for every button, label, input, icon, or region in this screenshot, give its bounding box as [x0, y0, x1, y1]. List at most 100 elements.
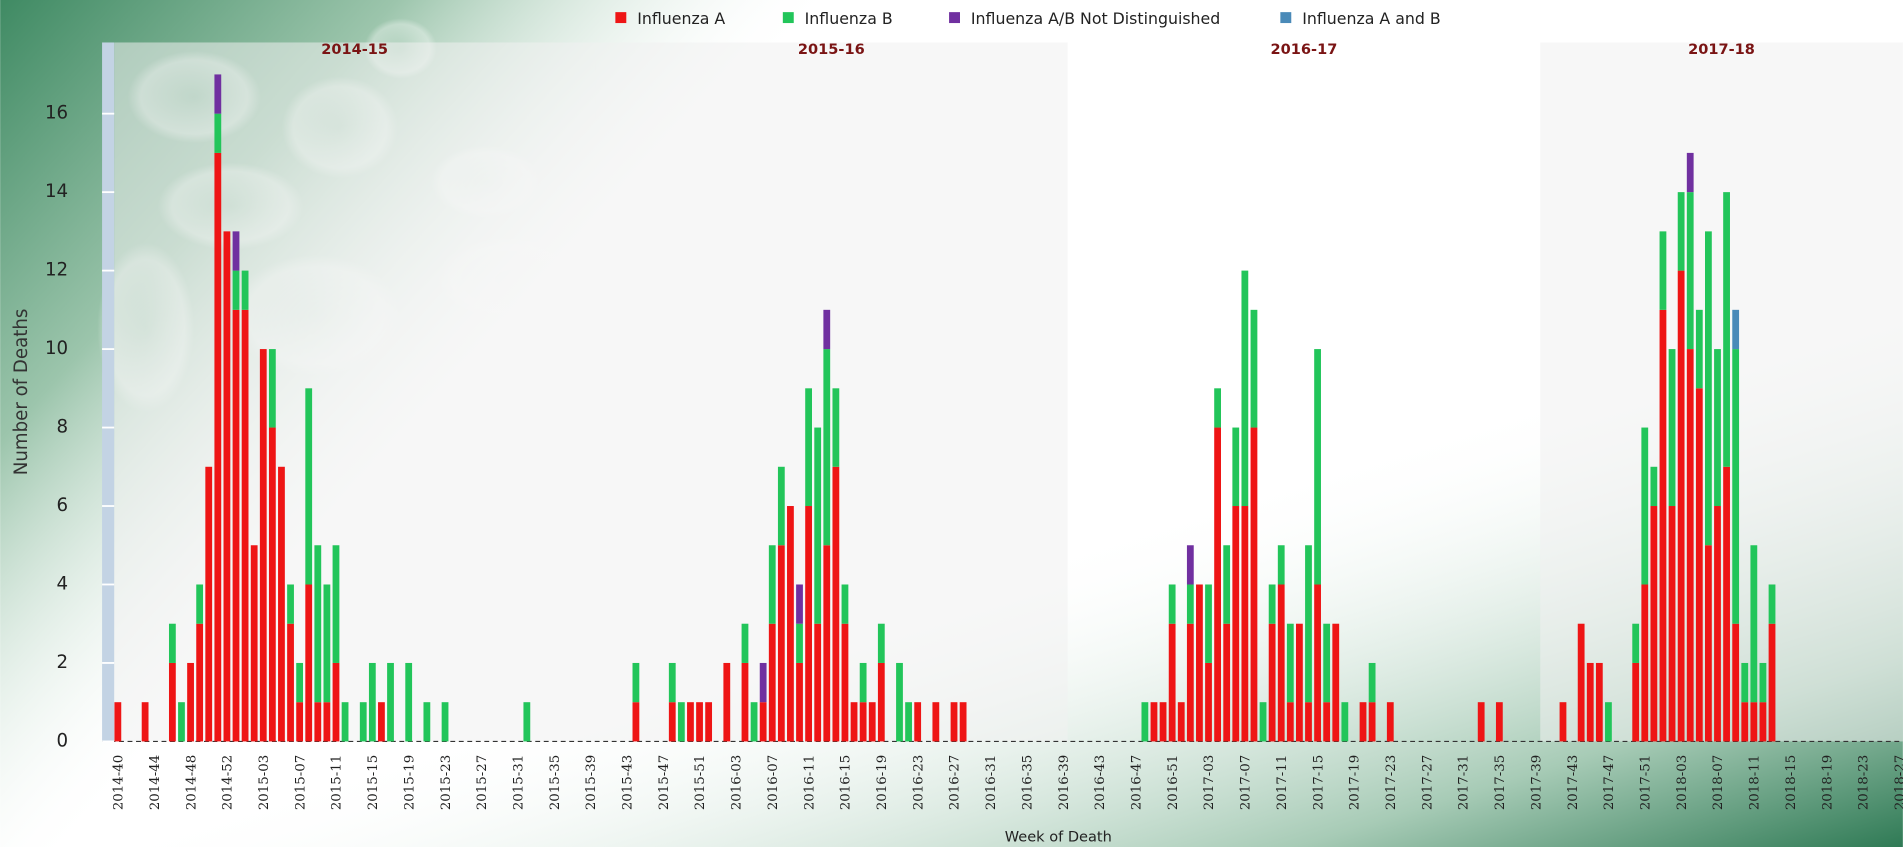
bar-segment	[333, 663, 340, 741]
y-tick-label: 8	[57, 417, 69, 438]
bar-segment	[723, 663, 730, 741]
x-tick-label: 2017-23	[1384, 755, 1399, 810]
bar-segment	[1369, 702, 1376, 741]
bar-segment	[742, 663, 749, 741]
bar-segment	[1141, 702, 1148, 741]
bar-segment	[323, 584, 330, 702]
bar-segment	[814, 624, 821, 742]
bar-segment	[1741, 663, 1748, 702]
bar-segment	[832, 388, 839, 466]
x-tick-label: 2016-23	[911, 755, 926, 810]
bar-segment	[1578, 624, 1585, 742]
bar-segment	[787, 506, 794, 741]
bar-segment	[905, 702, 912, 741]
bar-segment	[1232, 428, 1239, 506]
bar-segment	[823, 545, 830, 741]
x-tick-label: 2015-19	[402, 755, 417, 810]
bar-segment	[169, 663, 176, 741]
bar-segment	[305, 388, 312, 584]
legend-label: Influenza A/B Not Distinguished	[971, 9, 1220, 28]
bar-segment	[1650, 506, 1657, 741]
bar-segment	[205, 467, 212, 742]
bar-segment	[214, 153, 221, 742]
x-tick-label: 2017-43	[1566, 755, 1581, 810]
bar-segment	[1178, 702, 1185, 741]
season-label: 2017-18	[1688, 41, 1755, 58]
bar-segment	[1605, 702, 1612, 741]
bar-segment	[860, 663, 867, 702]
bar-segment	[287, 624, 294, 742]
bar-segment	[814, 428, 821, 624]
x-tick-label: 2015-43	[621, 755, 636, 810]
bar-segment	[269, 428, 276, 742]
x-tick-label: 2014-44	[148, 755, 163, 810]
x-tick-label: 2018-11	[1748, 755, 1763, 810]
season-band	[114, 42, 595, 741]
y-tick-label: 6	[57, 495, 69, 516]
bar-segment	[342, 702, 349, 741]
x-tick-label: 2016-51	[1166, 755, 1181, 810]
x-tick-label: 2016-39	[1057, 755, 1072, 810]
bar-segment	[869, 702, 876, 741]
bar-segment	[1278, 545, 1285, 584]
x-tick-label: 2014-48	[184, 755, 199, 810]
bar-segment	[1269, 624, 1276, 742]
bar-segment	[1587, 663, 1594, 741]
x-tick-label: 2017-47	[1602, 755, 1617, 810]
bar-segment	[1496, 702, 1503, 741]
bar-segment	[1705, 545, 1712, 741]
x-tick-label: 2015-23	[439, 755, 454, 810]
bar-segment	[1387, 702, 1394, 741]
y-tick-label: 10	[45, 338, 68, 359]
bar-segment	[1760, 702, 1767, 741]
bar-segment	[1287, 624, 1294, 702]
x-tick-label: 2018-27	[1893, 755, 1903, 810]
bar-segment	[1296, 624, 1303, 742]
bar-segment	[196, 584, 203, 623]
legend-label: Influenza A and B	[1302, 9, 1440, 28]
bar-segment	[1196, 584, 1203, 741]
bar-segment	[1750, 702, 1757, 741]
x-tick-label: 2018-23	[1857, 755, 1872, 810]
bar-segment	[842, 624, 849, 742]
bar-segment	[778, 467, 785, 545]
bar-segment	[769, 624, 776, 742]
bar-segment	[1687, 153, 1694, 192]
bar-segment	[1732, 624, 1739, 742]
bar-segment	[1723, 192, 1730, 467]
x-tick-label: 2017-19	[1348, 755, 1363, 810]
x-tick-label: 2016-15	[839, 755, 854, 810]
bar-segment	[224, 231, 231, 741]
bar-segment	[851, 702, 858, 741]
x-tick-label: 2015-11	[330, 755, 345, 810]
bar-segment	[678, 702, 685, 741]
bar-segment	[742, 624, 749, 663]
bar-segment	[1632, 663, 1639, 741]
legend-swatch	[1280, 12, 1291, 23]
bar-segment	[1151, 702, 1158, 741]
bar-segment	[805, 506, 812, 741]
bar-segment	[823, 310, 830, 349]
legend-label: Influenza B	[805, 9, 893, 28]
bar-segment	[1732, 349, 1739, 624]
bar-segment	[260, 349, 267, 741]
bar-segment	[187, 663, 194, 741]
bar-segment	[1660, 231, 1667, 309]
bar-segment	[1314, 349, 1321, 584]
bar-segment	[1232, 506, 1239, 741]
chart: Number of Deaths Week of Death 2014-1520…	[0, 0, 1903, 847]
bar-segment	[932, 702, 939, 741]
bar-segment	[251, 545, 258, 741]
x-tick-label: 2018-03	[1675, 755, 1690, 810]
bar-segment	[778, 545, 785, 741]
bar-segment	[214, 74, 221, 113]
bar-segment	[1169, 624, 1176, 742]
bar-segment	[1251, 428, 1258, 742]
bar-segment	[832, 467, 839, 742]
page: Number of Deaths Week of Death 2014-1520…	[0, 0, 1903, 847]
x-tick-label: 2016-19	[875, 755, 890, 810]
bar-segment	[796, 624, 803, 663]
x-tick-label: 2016-03	[730, 755, 745, 810]
x-tick-label: 2018-07	[1711, 755, 1726, 810]
bar-segment	[696, 702, 703, 741]
